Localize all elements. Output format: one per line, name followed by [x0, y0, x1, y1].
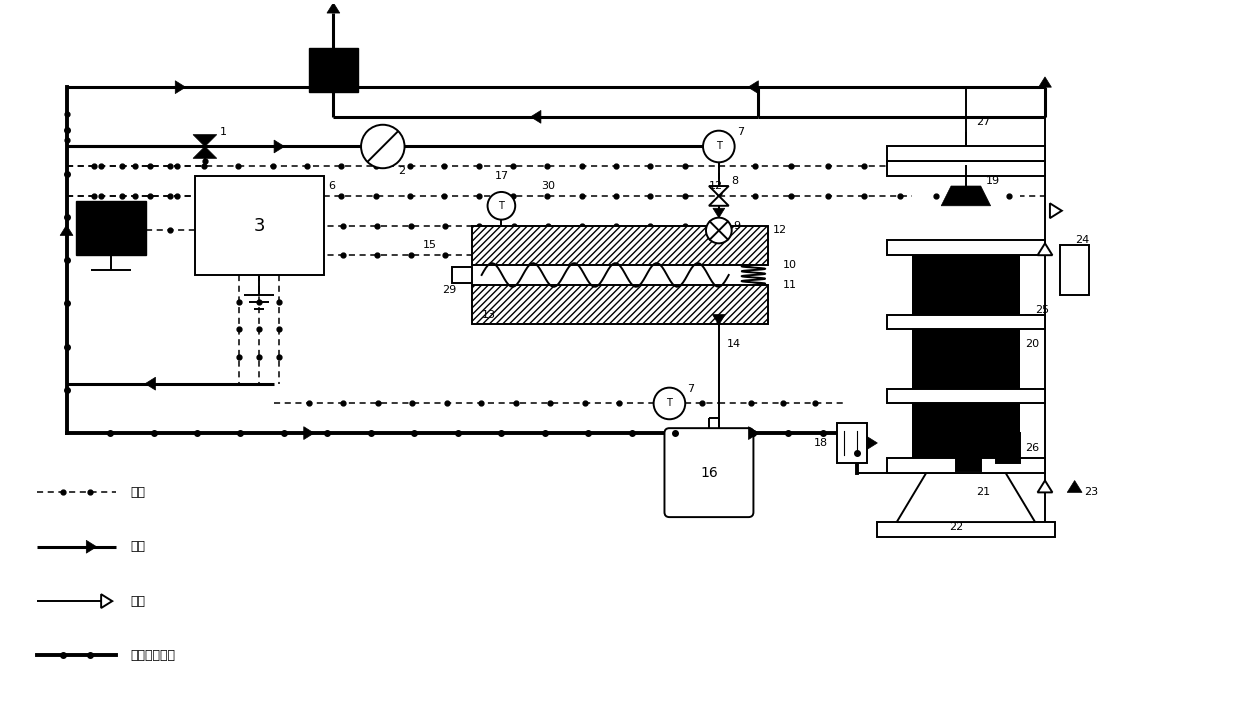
Polygon shape — [1068, 481, 1083, 493]
Text: 9: 9 — [734, 221, 740, 231]
Polygon shape — [1038, 481, 1053, 493]
Polygon shape — [897, 473, 1035, 522]
Text: 15: 15 — [423, 241, 436, 251]
Polygon shape — [60, 225, 73, 236]
Bar — [309, 48, 358, 92]
Polygon shape — [327, 3, 340, 13]
Polygon shape — [193, 146, 217, 159]
Text: 23: 23 — [1085, 488, 1099, 498]
Bar — [887, 241, 1045, 255]
Text: 25: 25 — [1035, 305, 1049, 315]
Polygon shape — [709, 196, 729, 206]
Text: 22: 22 — [949, 522, 963, 532]
Polygon shape — [713, 208, 724, 218]
Bar — [877, 522, 1055, 537]
Bar — [887, 314, 1045, 329]
Text: 7: 7 — [737, 126, 744, 136]
Text: 7: 7 — [687, 383, 694, 393]
Circle shape — [653, 388, 686, 419]
Text: 1: 1 — [219, 126, 227, 136]
Polygon shape — [1038, 243, 1053, 255]
Polygon shape — [274, 140, 284, 153]
Circle shape — [706, 218, 732, 243]
Text: T: T — [715, 141, 722, 151]
Text: 8: 8 — [732, 176, 739, 186]
Bar — [837, 423, 867, 463]
Circle shape — [487, 192, 516, 220]
Text: 3: 3 — [253, 216, 265, 235]
Polygon shape — [709, 186, 729, 196]
Polygon shape — [531, 111, 541, 124]
Polygon shape — [87, 540, 97, 553]
Bar — [956, 451, 981, 471]
Text: 20: 20 — [1025, 339, 1039, 349]
Circle shape — [703, 131, 734, 162]
Text: 29: 29 — [443, 285, 456, 295]
Polygon shape — [749, 427, 759, 440]
Bar — [887, 161, 1045, 176]
Text: 等离子体通道: 等离子体通道 — [130, 649, 176, 662]
Bar — [911, 403, 1021, 458]
Text: 6: 6 — [329, 181, 336, 191]
Polygon shape — [867, 436, 878, 449]
Polygon shape — [145, 377, 155, 390]
Bar — [887, 146, 1045, 161]
Text: T: T — [666, 398, 672, 408]
Text: 27: 27 — [976, 117, 990, 127]
Bar — [911, 255, 1021, 314]
Text: 12: 12 — [709, 181, 723, 191]
Bar — [911, 176, 1021, 241]
Text: 17: 17 — [495, 171, 508, 181]
Text: 18: 18 — [813, 438, 827, 448]
Bar — [887, 388, 1045, 403]
Text: 电路: 电路 — [130, 486, 146, 499]
Polygon shape — [941, 186, 991, 206]
Polygon shape — [102, 594, 112, 608]
Text: 气路: 气路 — [130, 540, 146, 553]
Polygon shape — [1039, 77, 1052, 87]
Polygon shape — [1050, 203, 1061, 218]
Bar — [471, 226, 769, 265]
Text: 13: 13 — [481, 309, 496, 319]
Text: 水路: 水路 — [130, 595, 146, 608]
Text: 30: 30 — [541, 181, 556, 191]
Bar — [453, 267, 471, 283]
Bar — [887, 458, 1045, 473]
Text: 16: 16 — [701, 466, 718, 480]
Bar — [996, 433, 1021, 463]
Text: 10: 10 — [784, 260, 797, 270]
Polygon shape — [193, 135, 217, 146]
Text: 12: 12 — [774, 226, 787, 236]
Polygon shape — [304, 427, 314, 440]
Text: 28: 28 — [341, 67, 356, 77]
Text: 2: 2 — [398, 166, 404, 176]
Bar — [471, 285, 769, 324]
Bar — [195, 176, 324, 275]
Circle shape — [361, 125, 404, 169]
Text: 26: 26 — [1025, 443, 1039, 453]
Text: 21: 21 — [976, 488, 990, 498]
Text: 14: 14 — [727, 339, 740, 349]
Text: 19: 19 — [986, 176, 999, 186]
FancyBboxPatch shape — [665, 428, 754, 517]
Text: 24: 24 — [1075, 236, 1089, 246]
Bar — [1060, 246, 1090, 295]
Polygon shape — [175, 81, 186, 94]
Bar — [77, 201, 145, 255]
Text: T: T — [498, 201, 505, 211]
Polygon shape — [713, 314, 725, 325]
Bar — [911, 329, 1021, 388]
Polygon shape — [748, 81, 759, 94]
Text: 11: 11 — [784, 280, 797, 290]
